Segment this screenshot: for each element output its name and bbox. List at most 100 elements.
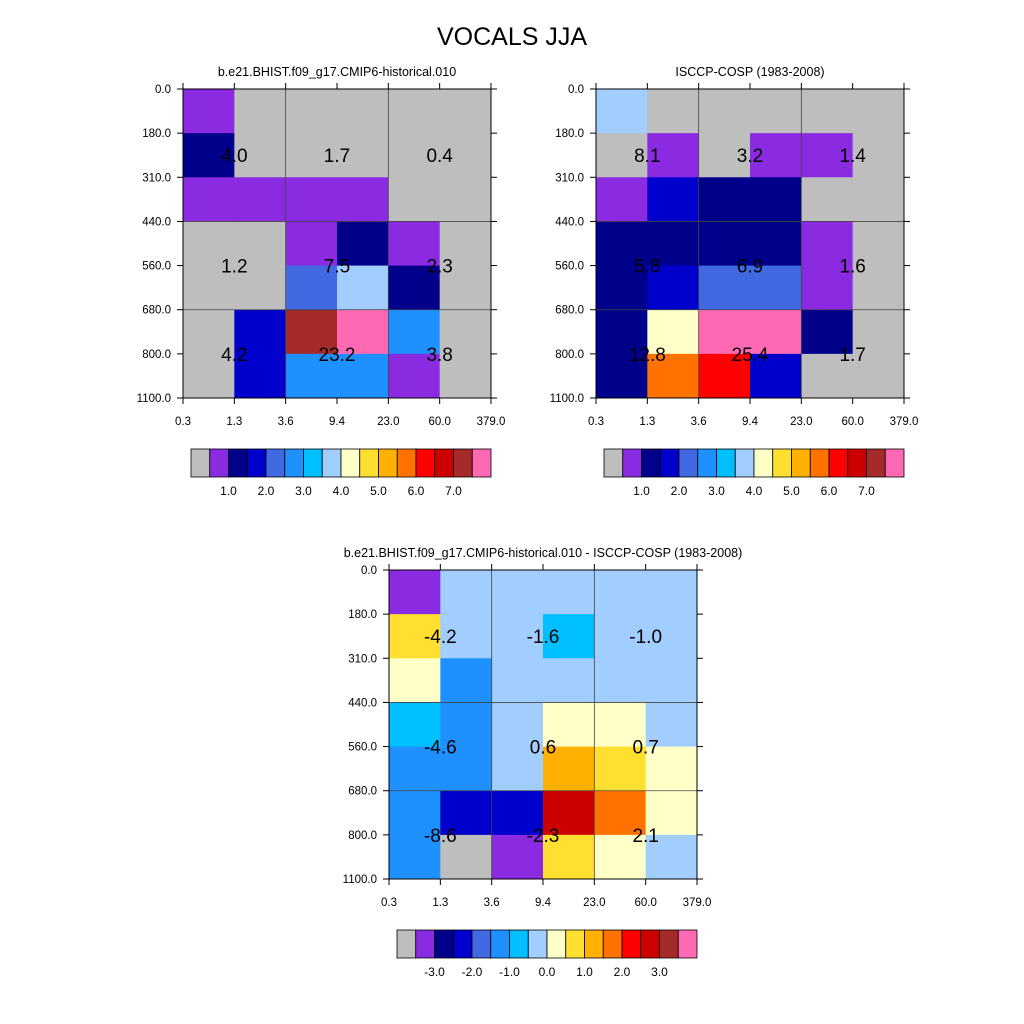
y-tick-label: 1100.0 bbox=[550, 393, 584, 405]
heatmap-cell bbox=[388, 177, 441, 222]
panel-model: b.e21.BHIST.f09_g17.CMIP6-historical.010… bbox=[137, 65, 506, 498]
colorbar-label: 2.0 bbox=[614, 965, 631, 979]
y-tick-label: 310.0 bbox=[348, 653, 377, 665]
x-tick-label: 9.4 bbox=[535, 897, 552, 909]
heatmap-cell bbox=[389, 658, 441, 703]
heatmap-cell bbox=[337, 309, 389, 355]
heatmap-cell bbox=[234, 133, 287, 178]
box-value-label: 8.1 bbox=[634, 146, 660, 167]
y-tick-label: 560.0 bbox=[142, 261, 171, 273]
heatmap-cell bbox=[645, 834, 698, 880]
box-value-label: -2.3 bbox=[527, 826, 560, 847]
colorbar-label: 3.0 bbox=[295, 484, 312, 498]
x-tick-label: 3.6 bbox=[484, 897, 500, 909]
heatmap-cell bbox=[439, 89, 492, 134]
x-tick-label: 379.0 bbox=[477, 416, 506, 428]
heatmap-cell bbox=[647, 221, 700, 267]
box-value-label: -8.6 bbox=[424, 826, 457, 847]
heatmap-cell bbox=[389, 834, 441, 880]
heatmap-cell bbox=[594, 570, 647, 615]
heatmap-cell bbox=[388, 309, 441, 355]
box-value-label: 4.2 bbox=[221, 345, 247, 366]
colorbar-label: 5.0 bbox=[783, 484, 800, 498]
heatmap-cell bbox=[337, 177, 389, 222]
colorbar-swatch bbox=[622, 448, 642, 478]
box-value-label: 3.8 bbox=[426, 345, 452, 366]
heatmap-cell bbox=[801, 309, 854, 355]
heatmap-cell bbox=[439, 265, 492, 311]
y-tick-label: 440.0 bbox=[348, 697, 377, 709]
heatmap-cell bbox=[440, 570, 493, 615]
heatmap-cell bbox=[594, 658, 647, 703]
heatmap-cell bbox=[645, 658, 698, 703]
colorbar-swatch bbox=[640, 929, 660, 959]
colorbar-swatch bbox=[471, 929, 492, 959]
box-value-label: 1.7 bbox=[324, 146, 350, 167]
main-title: VOCALS JJA bbox=[437, 23, 587, 51]
x-tick-label: 379.0 bbox=[890, 416, 919, 428]
heatmap-cell bbox=[647, 177, 700, 222]
colorbar-label: 4.0 bbox=[333, 484, 350, 498]
colorbar-label: 2.0 bbox=[671, 484, 688, 498]
heatmap-cell bbox=[645, 570, 698, 615]
heatmap-cell bbox=[440, 746, 493, 792]
colorbar-swatch bbox=[415, 448, 436, 478]
heatmap-cell bbox=[596, 133, 648, 178]
x-tick-label: 0.3 bbox=[588, 416, 604, 428]
box-value-label: 6.9 bbox=[737, 257, 763, 278]
heatmap-cell bbox=[440, 834, 493, 880]
colorbar-label: 0.0 bbox=[539, 965, 556, 979]
y-tick-label: 180.0 bbox=[348, 609, 377, 621]
heatmap-cell bbox=[801, 353, 854, 399]
heatmap-cell bbox=[543, 702, 595, 748]
colorbar-label: -3.0 bbox=[424, 965, 445, 979]
heatmap-cell bbox=[750, 309, 802, 355]
colorbar-swatch bbox=[284, 448, 304, 478]
panel-title: b.e21.BHIST.f09_g17.CMIP6-historical.010… bbox=[344, 546, 743, 560]
box-value-label: 1.6 bbox=[839, 257, 865, 278]
heatmap-cell bbox=[750, 89, 802, 134]
y-tick-label: 560.0 bbox=[348, 742, 377, 754]
heatmap-cell bbox=[285, 177, 338, 222]
box-value-label: 23.2 bbox=[319, 345, 356, 366]
box-value-label: 2.3 bbox=[426, 257, 452, 278]
colorbar-swatch bbox=[621, 929, 642, 959]
heatmap-cell bbox=[543, 746, 595, 792]
colorbar-swatch bbox=[603, 448, 624, 478]
colorbar-swatch bbox=[641, 448, 661, 478]
heatmap-cell bbox=[750, 177, 802, 222]
colorbar-swatch bbox=[265, 448, 286, 478]
heatmap-cell bbox=[596, 177, 648, 222]
heatmap-cell bbox=[852, 89, 905, 134]
box-value-label: 4.0 bbox=[221, 146, 247, 167]
colorbar-swatch bbox=[246, 448, 267, 478]
colorbar-swatch bbox=[228, 448, 248, 478]
heatmap-cell bbox=[645, 746, 698, 792]
heatmap-cell bbox=[852, 353, 905, 399]
heatmap-cell bbox=[234, 265, 287, 311]
colorbar-swatch bbox=[453, 448, 473, 478]
x-tick-label: 379.0 bbox=[683, 897, 712, 909]
box-value-label: -1.6 bbox=[527, 627, 560, 648]
colorbar-label: 5.0 bbox=[370, 484, 387, 498]
x-tick-label: 60.0 bbox=[634, 897, 656, 909]
heatmap-cell bbox=[491, 746, 544, 792]
heatmap-cell bbox=[698, 353, 751, 399]
colorbar-swatch bbox=[415, 929, 435, 959]
heatmap-cell bbox=[285, 353, 338, 399]
y-tick-label: 310.0 bbox=[555, 172, 584, 184]
heatmap-cell bbox=[594, 614, 647, 659]
colorbar-swatch bbox=[602, 929, 623, 959]
x-tick-label: 0.3 bbox=[175, 416, 191, 428]
heatmap-cell bbox=[183, 177, 235, 222]
x-tick-label: 23.0 bbox=[583, 897, 605, 909]
heatmap-cell bbox=[183, 265, 235, 311]
heatmap-cell bbox=[645, 790, 698, 836]
x-tick-label: 3.6 bbox=[278, 416, 294, 428]
y-tick-label: 310.0 bbox=[142, 172, 171, 184]
x-tick-label: 60.0 bbox=[841, 416, 863, 428]
heatmap-cell bbox=[388, 221, 441, 267]
heatmap-cell bbox=[285, 221, 338, 267]
heatmap-cell bbox=[698, 177, 751, 222]
heatmap-cell bbox=[285, 133, 338, 178]
